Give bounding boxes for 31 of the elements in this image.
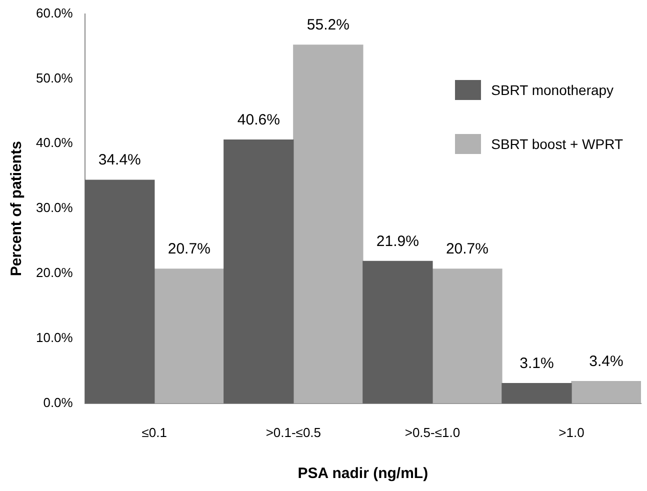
bar	[502, 382, 572, 404]
y-tick-label: 0.0%	[43, 394, 74, 410]
y-tick-label: 10.0%	[36, 330, 74, 346]
bar	[571, 380, 641, 404]
x-axis-title: PSA nadir (ng/mL)	[298, 465, 428, 482]
x-tick-label: >0.5-≤1.0	[404, 424, 460, 440]
data-label: 20.7%	[168, 240, 210, 258]
y-tick-label: 60.0%	[36, 5, 74, 20]
data-label: 34.4%	[98, 152, 141, 169]
bar	[84, 180, 155, 404]
data-label: 3.1%	[520, 354, 554, 372]
data-label: 3.4%	[589, 352, 624, 370]
bar	[432, 268, 502, 404]
bar	[293, 44, 364, 404]
y-tick-label: 20.0%	[36, 265, 74, 280]
bar	[224, 139, 294, 404]
y-tick-label: 40.0%	[36, 135, 74, 150]
x-tick-label: >0.1-≤0.5	[266, 424, 322, 440]
y-tick-label: 50.0%	[36, 70, 74, 86]
legend-label: SBRT boost + WPRT	[491, 136, 623, 152]
y-axis-title: Percent of patients	[8, 141, 26, 276]
data-label: 55.2%	[306, 16, 350, 34]
bar	[154, 268, 224, 404]
data-label: 20.7%	[446, 240, 488, 258]
x-tick-label: ≤0.1	[142, 424, 167, 440]
legend-label: SBRT monotherapy	[491, 82, 614, 98]
data-label: 40.6%	[237, 111, 280, 128]
data-label: 21.9%	[376, 232, 419, 250]
bar	[362, 260, 433, 404]
y-tick-label: 30.0%	[36, 200, 74, 216]
x-tick-label: >1.0	[558, 424, 584, 440]
